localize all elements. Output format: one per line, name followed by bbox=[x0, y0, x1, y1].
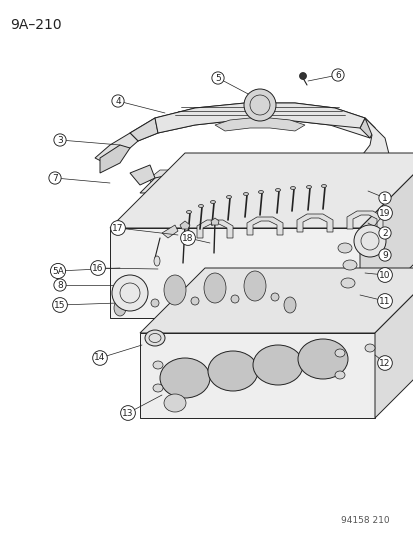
Text: 9A–210: 9A–210 bbox=[10, 18, 62, 32]
Polygon shape bbox=[359, 153, 413, 318]
Circle shape bbox=[112, 275, 147, 311]
Polygon shape bbox=[130, 118, 158, 141]
Polygon shape bbox=[293, 170, 343, 203]
Ellipse shape bbox=[364, 344, 374, 352]
Polygon shape bbox=[140, 333, 374, 418]
Ellipse shape bbox=[283, 297, 295, 313]
Ellipse shape bbox=[207, 351, 257, 391]
Polygon shape bbox=[130, 103, 374, 141]
Ellipse shape bbox=[297, 339, 347, 379]
Polygon shape bbox=[161, 225, 178, 238]
Ellipse shape bbox=[337, 243, 351, 253]
Polygon shape bbox=[110, 153, 413, 228]
Polygon shape bbox=[197, 170, 247, 203]
Ellipse shape bbox=[226, 196, 231, 198]
Polygon shape bbox=[354, 118, 389, 178]
Text: 7: 7 bbox=[52, 174, 58, 182]
Ellipse shape bbox=[334, 349, 344, 357]
Ellipse shape bbox=[204, 273, 225, 303]
Polygon shape bbox=[140, 268, 413, 333]
Text: 14: 14 bbox=[94, 353, 105, 362]
Text: 12: 12 bbox=[378, 359, 390, 367]
Text: 4: 4 bbox=[115, 96, 121, 106]
Text: 94158 210: 94158 210 bbox=[341, 516, 389, 525]
Text: 11: 11 bbox=[378, 296, 390, 305]
Ellipse shape bbox=[151, 299, 159, 307]
Ellipse shape bbox=[306, 185, 311, 189]
Ellipse shape bbox=[154, 256, 159, 266]
Polygon shape bbox=[95, 133, 138, 163]
Ellipse shape bbox=[114, 300, 126, 316]
Polygon shape bbox=[197, 220, 233, 238]
Polygon shape bbox=[374, 268, 413, 418]
Text: 2: 2 bbox=[381, 229, 387, 238]
Polygon shape bbox=[180, 221, 190, 229]
Ellipse shape bbox=[290, 187, 295, 190]
Text: 13: 13 bbox=[122, 408, 133, 417]
Ellipse shape bbox=[198, 205, 203, 207]
Text: 9: 9 bbox=[381, 251, 387, 260]
Ellipse shape bbox=[190, 297, 199, 305]
Text: 6: 6 bbox=[334, 70, 340, 79]
Polygon shape bbox=[245, 170, 295, 203]
Ellipse shape bbox=[243, 271, 266, 301]
Ellipse shape bbox=[230, 295, 238, 303]
Polygon shape bbox=[154, 103, 364, 133]
Circle shape bbox=[243, 89, 275, 121]
Text: 17: 17 bbox=[112, 223, 123, 232]
Polygon shape bbox=[214, 118, 304, 131]
Ellipse shape bbox=[321, 184, 326, 188]
Polygon shape bbox=[150, 170, 199, 203]
Ellipse shape bbox=[145, 330, 165, 346]
Ellipse shape bbox=[340, 278, 354, 288]
Ellipse shape bbox=[271, 293, 278, 301]
Ellipse shape bbox=[164, 275, 185, 305]
Polygon shape bbox=[100, 145, 130, 173]
Ellipse shape bbox=[153, 384, 163, 392]
Polygon shape bbox=[296, 214, 332, 232]
Text: 5: 5 bbox=[215, 74, 221, 83]
Text: 18: 18 bbox=[182, 233, 193, 243]
Ellipse shape bbox=[159, 358, 209, 398]
Text: 8: 8 bbox=[57, 280, 63, 289]
Ellipse shape bbox=[275, 189, 280, 191]
Circle shape bbox=[353, 225, 385, 257]
Polygon shape bbox=[140, 165, 364, 193]
Text: 15: 15 bbox=[54, 301, 66, 310]
Text: 1: 1 bbox=[381, 193, 387, 203]
Circle shape bbox=[299, 72, 306, 79]
Polygon shape bbox=[247, 217, 282, 235]
Ellipse shape bbox=[258, 190, 263, 193]
Text: 16: 16 bbox=[92, 263, 104, 272]
Ellipse shape bbox=[124, 278, 146, 308]
Polygon shape bbox=[110, 228, 359, 318]
Ellipse shape bbox=[342, 260, 356, 270]
Ellipse shape bbox=[186, 211, 191, 214]
Ellipse shape bbox=[164, 394, 185, 412]
Text: 19: 19 bbox=[378, 208, 390, 217]
Polygon shape bbox=[359, 118, 374, 138]
Ellipse shape bbox=[210, 200, 215, 204]
Text: 3: 3 bbox=[57, 135, 63, 144]
Ellipse shape bbox=[243, 192, 248, 196]
Text: 10: 10 bbox=[378, 271, 390, 279]
Polygon shape bbox=[346, 211, 382, 229]
Text: 5A: 5A bbox=[52, 266, 64, 276]
Polygon shape bbox=[130, 165, 154, 185]
Ellipse shape bbox=[252, 345, 302, 385]
Ellipse shape bbox=[334, 371, 344, 379]
Ellipse shape bbox=[153, 361, 163, 369]
Polygon shape bbox=[354, 178, 374, 201]
Polygon shape bbox=[211, 218, 218, 225]
